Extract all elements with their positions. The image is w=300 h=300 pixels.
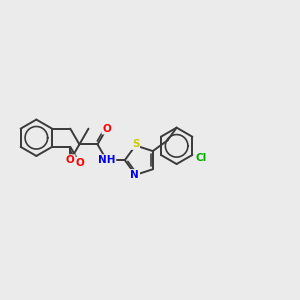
Text: S: S [132,139,139,149]
Text: NH: NH [98,155,116,165]
Text: O: O [75,158,84,168]
Text: Cl: Cl [196,153,207,163]
Text: O: O [66,155,75,165]
Text: O: O [102,124,111,134]
Text: N: N [130,170,139,180]
